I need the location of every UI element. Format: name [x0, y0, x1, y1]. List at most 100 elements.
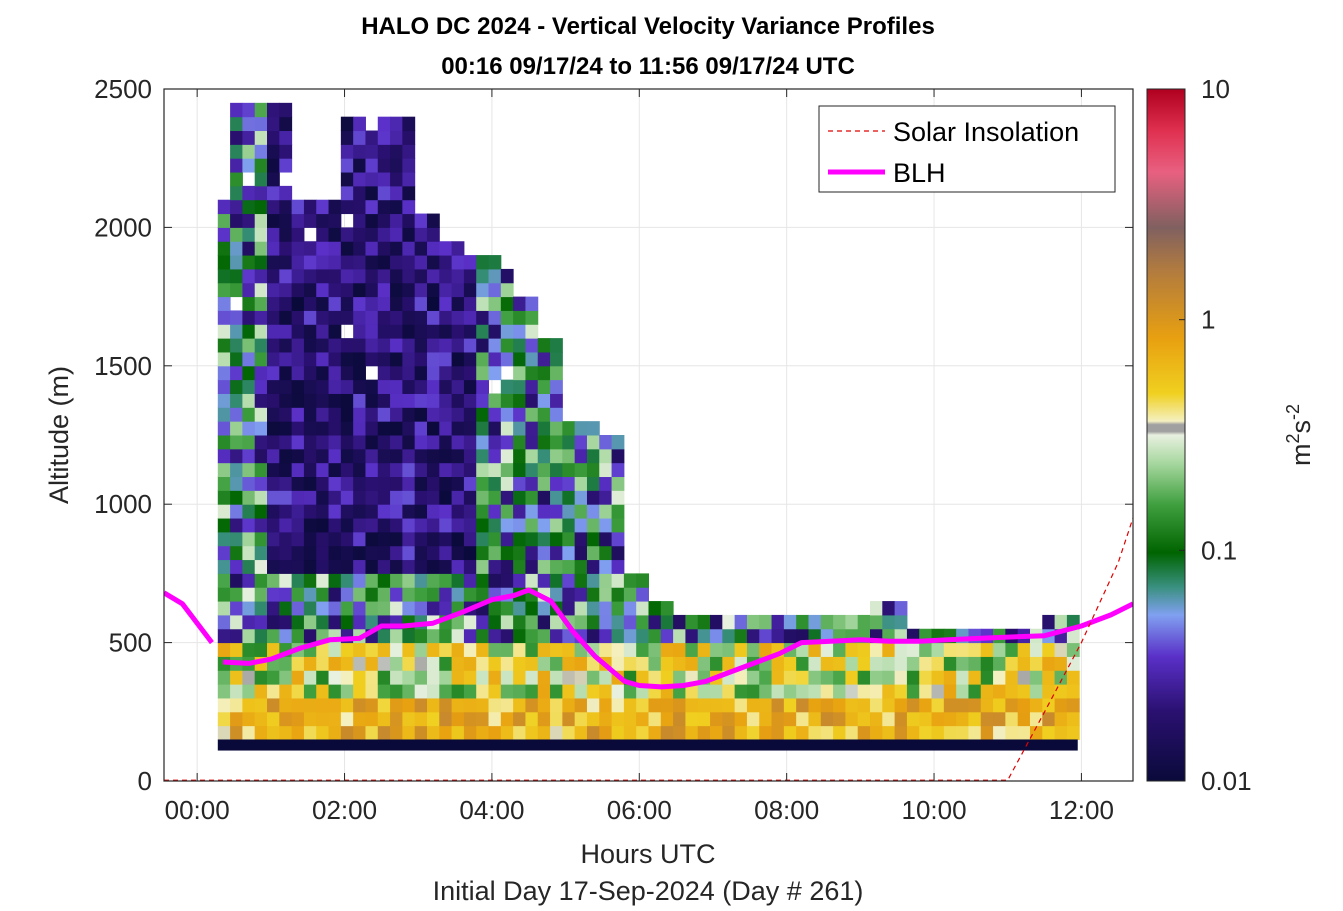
heatmap-cell-1484 — [993, 684, 1006, 699]
heatmap-cell-405 — [328, 407, 342, 422]
heatmap-cell-72 — [230, 255, 243, 270]
heatmap-cell-564 — [377, 559, 391, 574]
heatmap-cell-961 — [500, 421, 514, 436]
heatmap-cell-202 — [267, 351, 280, 367]
heatmap-cell-423 — [340, 697, 354, 713]
heatmap-cell-274 — [291, 614, 305, 630]
heatmap-cell-378 — [316, 241, 330, 256]
heatmap-cell-493 — [353, 324, 366, 339]
heatmap-cell-449 — [340, 338, 354, 353]
heatmap-cell-1404 — [870, 601, 883, 616]
heatmap-cell-946 — [500, 628, 514, 644]
heatmap-cell-1489 — [1005, 725, 1019, 740]
heatmap-cell-344 — [316, 711, 330, 727]
heatmap-cell-1132 — [574, 518, 588, 533]
heatmap-cell-835 — [463, 725, 477, 740]
heatmap-cell-520 — [365, 573, 379, 588]
heatmap-cell-532 — [365, 407, 379, 422]
heatmap-cell-944 — [500, 656, 514, 671]
heatmap-cell-754 — [426, 324, 440, 339]
heatmap-cell-1332 — [783, 725, 797, 740]
heatmap-cell-1468 — [968, 684, 982, 699]
heatmap-cell-479 — [353, 518, 366, 533]
heatmap-cell-967 — [500, 324, 514, 339]
heatmap-cell-1483 — [993, 697, 1006, 713]
heatmap-cell-290 — [291, 393, 305, 408]
heatmap-cell-140 — [254, 573, 268, 588]
heatmap-cell-800 — [451, 711, 465, 727]
heatmap-cell-1171 — [599, 614, 613, 630]
heatmap-cell-448 — [340, 351, 354, 367]
heatmap-cell-1072 — [550, 628, 563, 644]
heatmap-cell-1023 — [525, 462, 539, 478]
heatmap-cell-34 — [217, 255, 231, 270]
heatmap-cell-680 — [402, 199, 416, 215]
heatmap-cell-697 — [414, 587, 428, 602]
heatmap-cell-1045 — [537, 601, 551, 616]
heatmap-cell-1457 — [956, 725, 969, 740]
heatmap-cell-778 — [439, 518, 453, 533]
heatmap-cell-184 — [267, 601, 280, 616]
heatmap-cell-1447 — [931, 642, 945, 657]
heatmap-cell-345 — [316, 697, 330, 713]
heatmap-cell-71 — [230, 268, 243, 284]
heatmap-cell-19 — [217, 462, 231, 478]
heatmap-cell-1261 — [685, 711, 699, 727]
heatmap-cell-65 — [230, 365, 243, 381]
heatmap-cell-931 — [488, 351, 502, 367]
heatmap-cell-172 — [254, 130, 268, 145]
heatmap-cell-764 — [439, 711, 453, 727]
heatmap-cell-832 — [451, 268, 465, 284]
heatmap-cell-1513 — [1042, 725, 1056, 740]
heatmap-cell-35 — [217, 241, 231, 256]
heatmap-cell-883 — [476, 545, 490, 561]
heatmap-cell-911 — [488, 642, 502, 657]
heatmap-cell-1086 — [550, 435, 563, 450]
heatmap-cell-1188 — [611, 684, 625, 699]
heatmap-cell-529 — [365, 448, 379, 464]
heatmap-cell-649 — [402, 628, 416, 644]
heatmap-cell-681 — [402, 185, 416, 201]
heatmap-cell-183 — [267, 614, 280, 630]
heatmap-cell-433 — [340, 559, 354, 574]
heatmap-cell-1100 — [562, 642, 576, 657]
heatmap-cell-108 — [242, 393, 256, 408]
heatmap-cell-1311 — [746, 642, 760, 657]
heatmap-cell-853 — [463, 476, 477, 491]
heatmap-cell-11 — [217, 573, 231, 588]
heatmap-cell-1182 — [599, 462, 613, 478]
heatmap-cell-3 — [217, 684, 231, 699]
heatmap-cell-858 — [463, 407, 477, 422]
heatmap-cell-393 — [328, 573, 342, 588]
heatmap-cell-1195 — [611, 587, 625, 602]
heatmap-cell-1295 — [722, 614, 736, 630]
heatmap-cell-62 — [230, 407, 243, 422]
heatmap-cell-249 — [279, 338, 293, 353]
heatmap-cell-339 — [303, 255, 317, 270]
heatmap-cell-1518 — [1042, 656, 1056, 671]
heatmap-cell-1191 — [611, 642, 625, 657]
heatmap-cell-792 — [439, 324, 453, 339]
heatmap-cell-826 — [451, 351, 465, 367]
heatmap-cell-181 — [267, 642, 280, 657]
heatmap-cell-242 — [279, 435, 293, 450]
heatmap-cell-799 — [451, 725, 465, 740]
heatmap-cell-1134 — [574, 490, 588, 505]
heatmap-cell-786 — [439, 407, 453, 422]
heatmap-cell-1414 — [882, 601, 896, 616]
heatmap-cell-834 — [451, 241, 465, 256]
heatmap-cell-757 — [426, 282, 440, 298]
heatmap-cell-1219 — [636, 725, 649, 740]
heatmap-cell-96 — [242, 559, 256, 574]
heatmap-cell-843 — [463, 614, 477, 630]
heatmap-cell-86 — [242, 697, 256, 713]
heatmap-cell-643 — [402, 711, 416, 727]
heatmap-cell-888 — [476, 476, 490, 491]
heatmap-cell-1241 — [660, 725, 674, 740]
heatmap-cell-645 — [402, 684, 416, 699]
heatmap-cell-1095 — [562, 711, 576, 727]
heatmap-cell-292 — [291, 365, 305, 381]
heatmap-cell-1387 — [857, 711, 871, 727]
heatmap-cell-441 — [340, 448, 354, 464]
heatmap-cell-375 — [316, 282, 330, 298]
